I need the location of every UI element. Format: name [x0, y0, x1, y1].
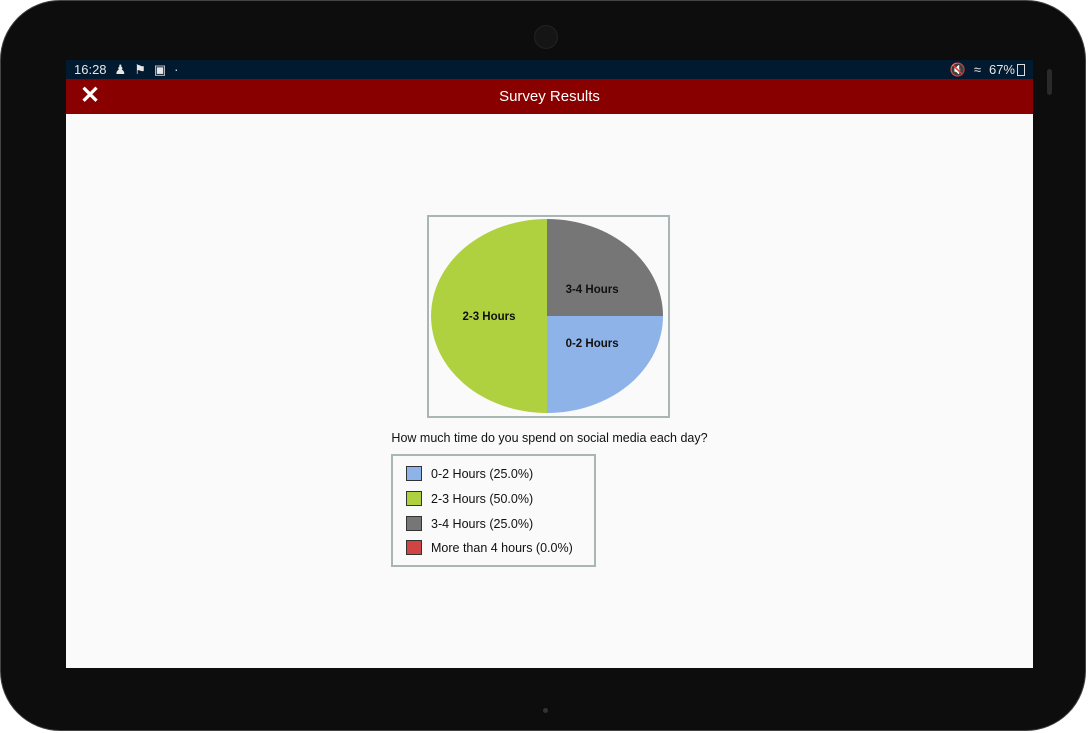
clock: 16:28: [74, 62, 107, 77]
pie-slice-label: 3-4 Hours: [566, 284, 619, 296]
legend: 0-2 Hours (25.0%) 2-3 Hours (50.0%) 3-4 …: [391, 454, 596, 567]
legend-label: 3-4 Hours (25.0%): [431, 516, 534, 531]
screen: 16:28 ♟ ⚑ ▣ · 🔇 ≈ 67% ✕ Survey Results 0…: [66, 60, 1033, 668]
pie-slice-label: 0-2 Hours: [566, 338, 619, 350]
legend-swatch: [406, 540, 422, 555]
legend-label: More than 4 hours (0.0%): [431, 540, 573, 555]
wifi-icon: ≈: [973, 62, 981, 77]
home-indicator: [543, 708, 548, 713]
pie-chart-box: 0-2 Hours 2-3 Hours 3-4 Hours: [427, 215, 670, 418]
legend-item: 2-3 Hours (50.0%): [406, 491, 533, 506]
pie-chart: 0-2 Hours 2-3 Hours 3-4 Hours: [431, 219, 663, 413]
pie-slice-label: 2-3 Hours: [462, 311, 515, 323]
image-icon: ▣: [153, 61, 167, 77]
legend-label: 0-2 Hours (25.0%): [431, 466, 534, 481]
person-icon: ♟: [114, 61, 127, 77]
mute-icon: 🔇: [949, 61, 966, 77]
pie-slice-2: [431, 219, 547, 413]
app-bar: ✕ Survey Results: [66, 79, 1033, 114]
legend-item: 0-2 Hours (25.0%): [406, 466, 533, 481]
legend-swatch: [406, 491, 422, 506]
side-button: [1047, 69, 1052, 95]
legend-item: More than 4 hours (0.0%): [406, 540, 573, 555]
battery-text: 67%: [988, 62, 1015, 77]
close-icon[interactable]: ✕: [80, 82, 101, 109]
legend-swatch: [406, 466, 422, 481]
pie-slice-1: [547, 316, 663, 413]
pie-slice-3: [547, 219, 663, 316]
status-bar: 16:28 ♟ ⚑ ▣ · 🔇 ≈ 67%: [66, 60, 1033, 79]
legend-item: 3-4 Hours (25.0%): [406, 516, 533, 531]
battery-icon: [1017, 63, 1025, 76]
chart-title: How much time do you spend on social med…: [391, 431, 708, 445]
legend-label: 2-3 Hours (50.0%): [431, 491, 534, 506]
camera: [534, 25, 558, 49]
dot-icon: ·: [174, 62, 179, 77]
flag-icon: ⚑: [134, 61, 146, 77]
legend-swatch: [406, 516, 422, 531]
page-title: Survey Results: [499, 88, 600, 105]
